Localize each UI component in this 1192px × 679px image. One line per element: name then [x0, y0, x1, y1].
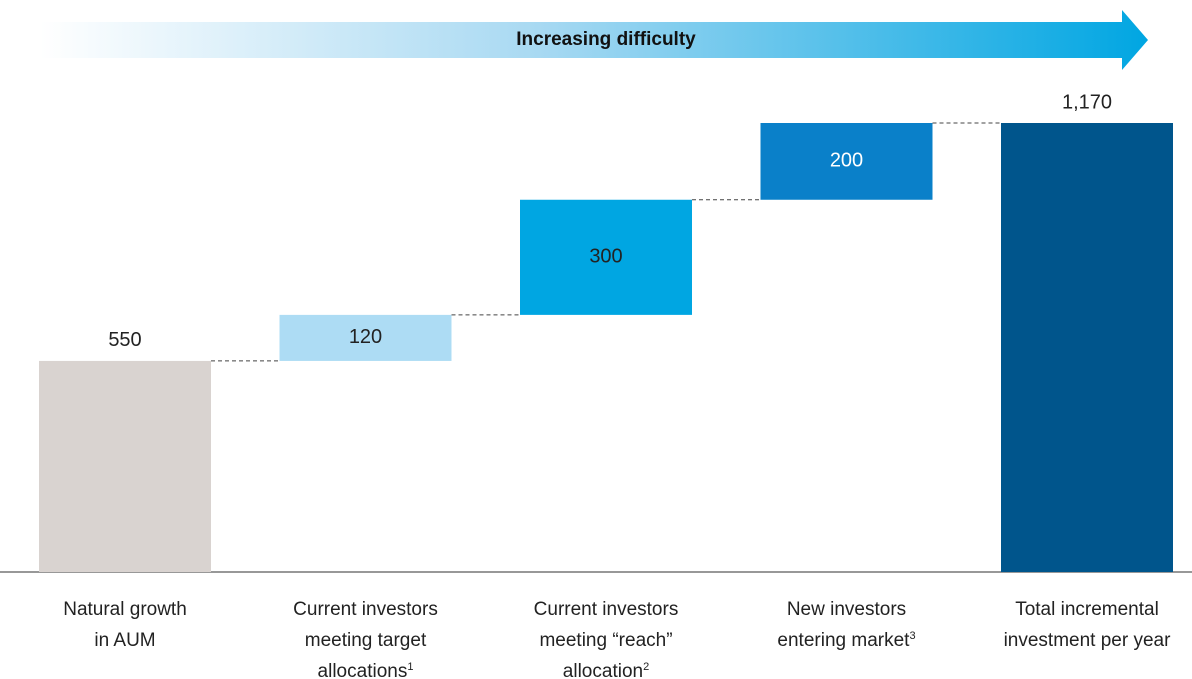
value-label: 550 [108, 329, 141, 351]
bar [39, 360, 211, 572]
footnote-mark: 3 [909, 630, 916, 642]
category-line: Current investors [533, 599, 679, 620]
category-label: Natural growth in AUM [5, 594, 245, 656]
category-line: in AUM [94, 630, 156, 651]
category-line: Total incremental [1015, 599, 1159, 620]
difficulty-arrow [40, 10, 1148, 70]
category-line: New investors [786, 599, 907, 620]
category-line: allocation2 [562, 661, 650, 679]
category-label: New investors entering market3 [727, 594, 967, 656]
category-line: investment per year [1003, 630, 1171, 651]
bar [279, 314, 452, 361]
banner: Increasing difficulty [516, 29, 696, 50]
footnote-mark: 1 [407, 661, 414, 673]
category-line: meeting target [304, 630, 427, 651]
category-line: Current investors [293, 599, 438, 620]
category-label: Current investors meeting “reach” allocati… [486, 594, 726, 679]
footnote-mark: 2 [643, 661, 650, 673]
category-label: Total incremental investment per year [967, 594, 1192, 656]
value-label: 120 [349, 326, 382, 348]
bar [760, 123, 933, 200]
category-line: meeting “reach” [539, 630, 673, 651]
bar [520, 199, 692, 315]
category-line: allocations1 [317, 661, 414, 679]
value-label: 300 [589, 246, 622, 268]
category-line: Natural growth [63, 599, 187, 620]
category-line: entering market3 [777, 630, 916, 651]
value-label: 200 [830, 150, 863, 172]
bar [1001, 123, 1173, 572]
category-label: Current investors meeting target allocatio… [246, 594, 486, 679]
value-label: 1,170 [1062, 91, 1112, 113]
